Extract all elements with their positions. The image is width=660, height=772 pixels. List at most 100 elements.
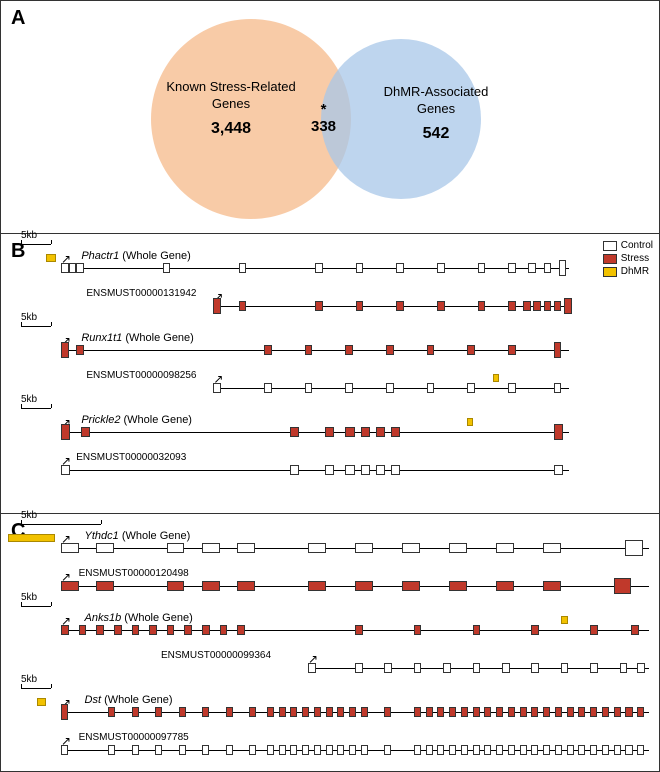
exon xyxy=(396,301,404,311)
exon xyxy=(345,383,353,393)
exon xyxy=(508,745,515,755)
exon xyxy=(508,383,516,393)
exon xyxy=(213,298,221,314)
exon xyxy=(355,581,373,591)
legend-control: Control xyxy=(603,240,653,251)
exon xyxy=(473,745,480,755)
exon xyxy=(427,345,435,355)
transcript-id-label: ENSMUST00000120498 xyxy=(79,568,189,579)
exon xyxy=(484,745,491,755)
exon xyxy=(179,707,186,717)
exon xyxy=(61,465,70,475)
exon xyxy=(179,745,186,755)
exon xyxy=(449,745,456,755)
exon xyxy=(543,707,550,717)
exon xyxy=(461,745,468,755)
exon xyxy=(249,707,256,717)
exon xyxy=(149,625,157,635)
exon xyxy=(279,707,286,717)
exon xyxy=(315,301,323,311)
exon xyxy=(355,625,363,635)
exon xyxy=(302,745,309,755)
exon xyxy=(290,427,299,437)
exon xyxy=(361,427,370,437)
exon xyxy=(461,707,468,717)
exon xyxy=(108,745,115,755)
exon xyxy=(326,745,333,755)
exon xyxy=(473,707,480,717)
exon xyxy=(132,625,140,635)
gene-body-line xyxy=(61,350,569,351)
exon xyxy=(386,383,394,393)
exon xyxy=(349,745,356,755)
exon xyxy=(264,383,272,393)
dhmr-marker xyxy=(561,616,568,624)
exon xyxy=(484,707,491,717)
gene-track: 5kb↗Ythdc1 (Whole Gene) xyxy=(61,524,649,560)
exon xyxy=(361,465,370,475)
exon xyxy=(76,263,84,273)
exon xyxy=(202,625,210,635)
exon xyxy=(427,383,435,393)
exon xyxy=(337,745,344,755)
gene-body-line xyxy=(61,432,569,433)
exon xyxy=(559,260,567,276)
exon xyxy=(414,663,422,673)
exon xyxy=(361,707,368,717)
exon xyxy=(356,263,364,273)
exon xyxy=(544,263,552,273)
exon xyxy=(473,663,481,673)
exon xyxy=(167,625,175,635)
exon xyxy=(355,543,373,553)
exon xyxy=(554,465,563,475)
exon xyxy=(384,745,391,755)
exon xyxy=(308,663,316,673)
exon xyxy=(578,745,585,755)
exon xyxy=(426,745,433,755)
legend-dhmr: DhMR xyxy=(603,266,653,277)
gene-name-label: Runx1t1 (Whole Gene) xyxy=(81,332,194,344)
exon xyxy=(567,707,574,717)
exon xyxy=(625,707,632,717)
exon xyxy=(61,342,69,358)
exon xyxy=(76,345,84,355)
exon xyxy=(555,745,562,755)
exon xyxy=(554,342,562,358)
gene-track: ↗ENSMUST00000032093 xyxy=(61,446,569,482)
gene-name-label: Ythdc1 (Whole Gene) xyxy=(85,530,191,542)
exon xyxy=(237,543,255,553)
exon xyxy=(437,263,445,273)
exon xyxy=(402,543,420,553)
exon xyxy=(315,263,323,273)
exon xyxy=(602,745,609,755)
exon xyxy=(590,663,598,673)
exon xyxy=(355,663,363,673)
exon xyxy=(567,745,574,755)
transcript-id-label: ENSMUST00000032093 xyxy=(76,452,186,463)
exon xyxy=(167,543,185,553)
exon xyxy=(61,745,68,755)
exon xyxy=(384,663,392,673)
exon xyxy=(302,707,309,717)
dhmr-marker xyxy=(8,534,55,542)
exon xyxy=(523,301,531,311)
transcript-id-label: ENSMUST00000097785 xyxy=(79,732,189,743)
exon xyxy=(564,298,572,314)
exon xyxy=(226,745,233,755)
exon xyxy=(437,707,444,717)
exon xyxy=(239,263,247,273)
exon xyxy=(590,625,598,635)
gene-tracks-c: 5kb↗Ythdc1 (Whole Gene)↗ENSMUST000001204… xyxy=(61,524,649,765)
venn-overlap-label: * 338 xyxy=(311,101,336,135)
exon xyxy=(314,745,321,755)
exon xyxy=(625,540,643,556)
legend-swatch-stress xyxy=(603,254,617,264)
exon xyxy=(437,301,445,311)
exon xyxy=(637,707,644,717)
exon xyxy=(69,263,77,273)
exon xyxy=(345,465,354,475)
exon xyxy=(356,301,364,311)
exon xyxy=(614,707,621,717)
exon xyxy=(631,625,639,635)
exon xyxy=(396,263,404,273)
